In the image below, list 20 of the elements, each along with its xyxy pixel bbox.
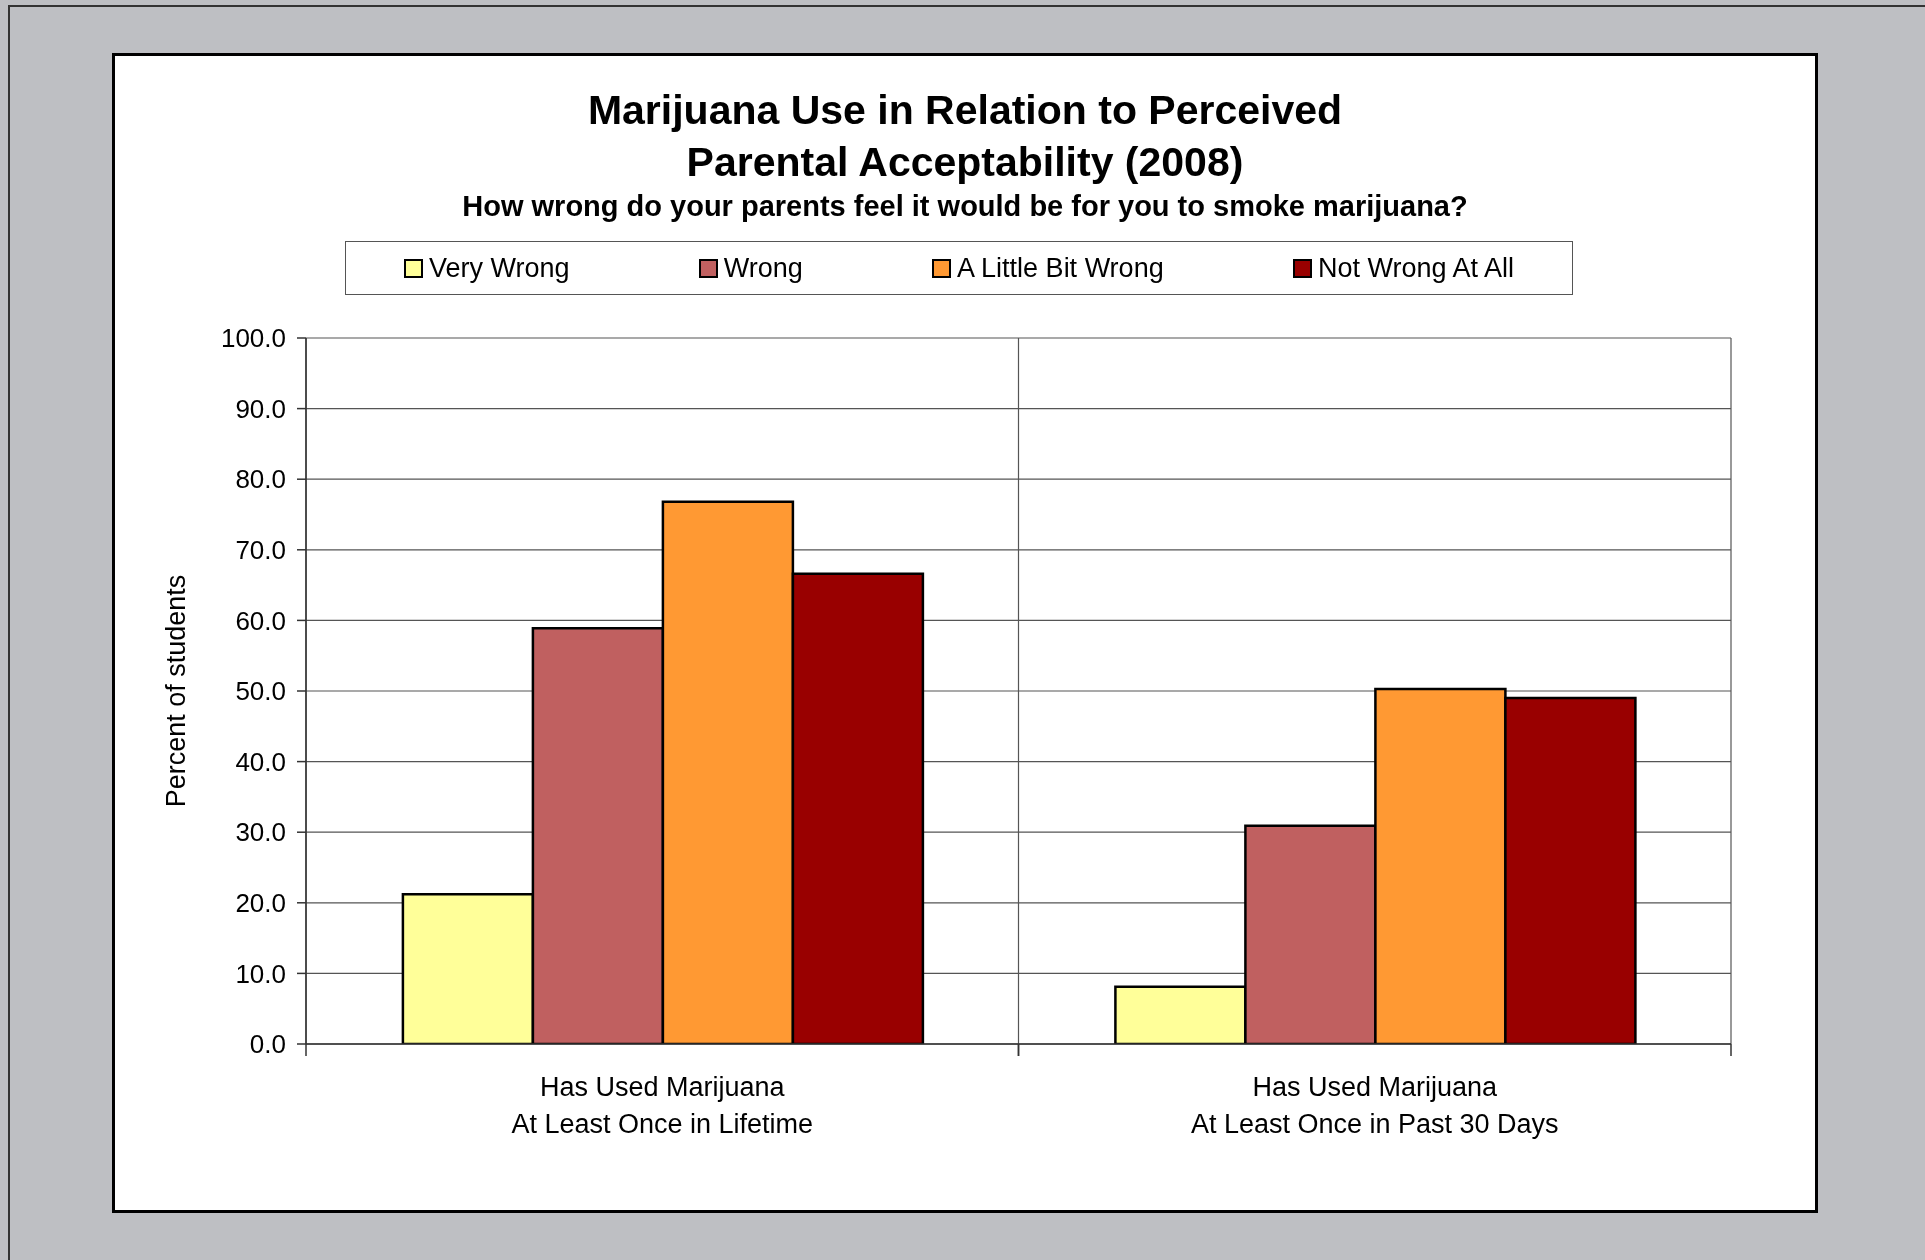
chart-title: Marijuana Use in Relation to Perceived Parental Acceptability (2008) xyxy=(586,86,1344,187)
y-tick-label: 100.0 xyxy=(220,323,286,354)
y-tick-label: 20.0 xyxy=(235,888,286,919)
y-tick-label: 70.0 xyxy=(235,535,286,566)
legend-label: Very Wrong xyxy=(429,252,570,284)
legend-label: Not Wrong At All xyxy=(1317,252,1514,284)
x-tick-label: Has Used Marijuana At Least Once in Lifetime xyxy=(511,1072,814,1139)
y-tick-label: 50.0 xyxy=(235,676,286,707)
y-axis-title: Percent of students xyxy=(160,574,191,808)
y-tick-label: 60.0 xyxy=(235,605,286,636)
y-tick-label: 30.0 xyxy=(235,817,286,848)
y-tick-label: 40.0 xyxy=(235,746,286,777)
chart-subtitle: How wrong do your parents feel it would be for you to smoke marijuana? xyxy=(462,189,1468,223)
y-tick-label: 10.0 xyxy=(235,958,286,989)
y-tick-label: 80.0 xyxy=(235,464,286,495)
legend-label: A Little Bit Wrong xyxy=(957,252,1164,284)
x-tick-label: Has Used Marijuana At Least Once in Past 30 Days xyxy=(1190,1072,1559,1139)
y-tick-label: 0.0 xyxy=(249,1029,286,1060)
y-tick-label: 90.0 xyxy=(235,393,286,424)
legend-label: Wrong xyxy=(723,252,803,284)
